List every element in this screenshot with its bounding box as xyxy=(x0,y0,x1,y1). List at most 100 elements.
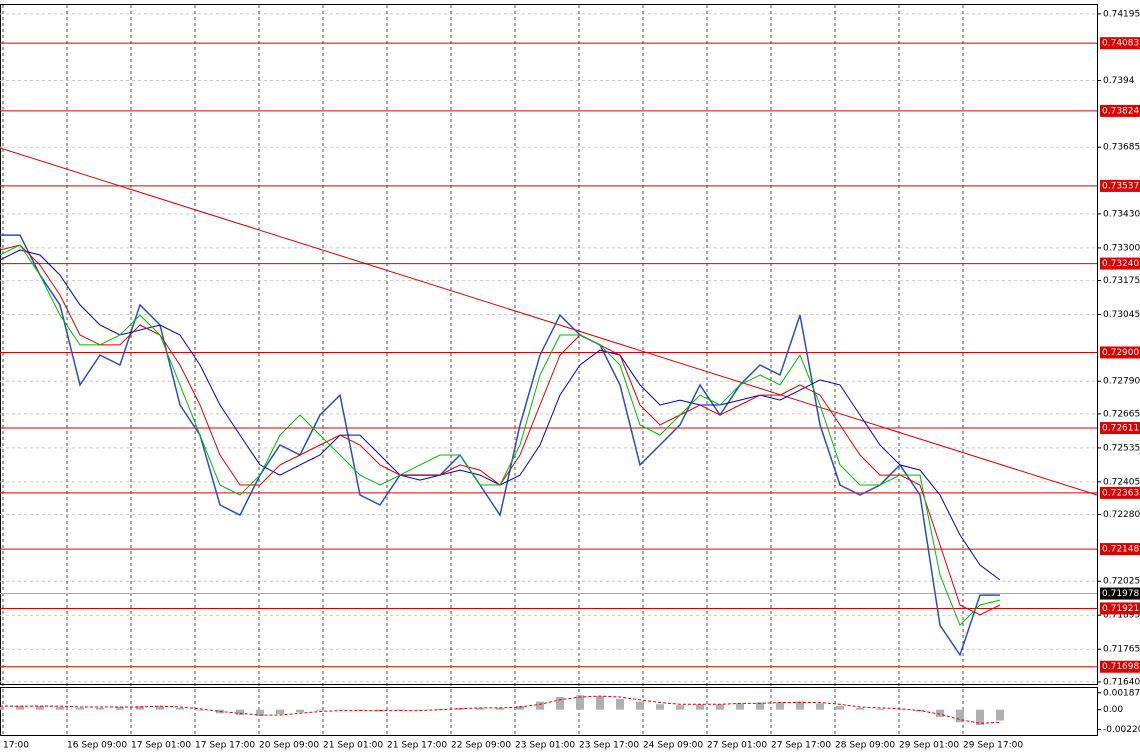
level-label-box xyxy=(1100,660,1140,673)
y-tick-label: -0.00220 xyxy=(1103,725,1140,735)
x-tick-label: 20 Sep 09:00 xyxy=(259,741,319,751)
level-label-box xyxy=(1100,104,1140,117)
level-label-box xyxy=(1100,422,1140,435)
oscillator-bar xyxy=(256,709,264,717)
oscillator-bar xyxy=(836,706,844,710)
oscillator-bar xyxy=(16,706,24,710)
level-label: 0.74083 xyxy=(1102,39,1139,49)
oscillator-bar xyxy=(236,709,244,716)
y-tick-label: 0.71895 xyxy=(1103,611,1140,621)
oscillator-bar xyxy=(176,707,184,710)
y-tick-label: 0.72665 xyxy=(1103,409,1140,419)
oscillator-bar xyxy=(156,706,164,710)
current-price-box xyxy=(1100,587,1140,600)
oscillator-bar xyxy=(776,702,784,710)
oscillator-bar xyxy=(596,696,604,710)
level-label-box xyxy=(1100,543,1140,556)
oscillator-bar xyxy=(996,709,1004,721)
level-label-box xyxy=(1100,37,1140,50)
oscillator-bar xyxy=(136,706,144,710)
level-label: 0.72148 xyxy=(1102,545,1139,555)
y-tick-label: 0.72280 xyxy=(1103,510,1140,520)
x-tick-label: 17 Sep 01:00 xyxy=(131,741,191,751)
oscillator-bar xyxy=(656,704,664,710)
y-tick-label: 0.74195 xyxy=(1103,9,1140,19)
oscillator-bar xyxy=(0,706,4,710)
y-tick-label: 0.73430 xyxy=(1103,209,1140,219)
x-tick-label: 29 Sep 01:00 xyxy=(899,741,959,751)
oscillator-bar xyxy=(896,709,904,711)
oscillator-bar xyxy=(296,709,304,713)
oscillator-bar xyxy=(616,698,624,710)
oscillator-bar xyxy=(336,709,344,711)
y-tick-label: 0.001873 xyxy=(1103,688,1140,698)
x-tick-label: 22 Sep 09:00 xyxy=(451,741,511,751)
signal-line xyxy=(0,695,1001,724)
y-tick-label: 0.7394 xyxy=(1103,76,1135,86)
level-label: 0.73824 xyxy=(1102,106,1139,116)
oscillator-bar xyxy=(736,703,744,710)
oscillator-bar xyxy=(556,697,564,710)
oscillator-bar xyxy=(676,705,684,710)
level-label: 0.71921 xyxy=(1102,604,1139,614)
oscillator-bar xyxy=(876,708,884,710)
oscillator-frame xyxy=(0,687,1098,736)
oscillator-bar xyxy=(76,707,84,710)
level-label-box xyxy=(1100,179,1140,192)
y-tick-label: 0.72025 xyxy=(1103,577,1140,587)
level-label: 0.72363 xyxy=(1102,488,1139,498)
x-tick-label: 27 Sep 01:00 xyxy=(707,741,767,751)
oscillator-bar xyxy=(516,706,524,710)
x-tick-label: 28 Sep 09:00 xyxy=(835,741,895,751)
oscillator-bar xyxy=(316,709,324,711)
oscillator-bar xyxy=(116,706,124,710)
oscillator-bar xyxy=(636,701,644,710)
x-tick-label: 21 Sep 17:00 xyxy=(387,741,447,751)
oscillator-bar xyxy=(816,703,824,710)
x-tick-label: 17:00 xyxy=(3,741,29,751)
x-tick-label: 23 Sep 17:00 xyxy=(579,741,639,751)
y-tick-label: 0.73300 xyxy=(1103,243,1140,253)
oscillator-bar xyxy=(976,709,984,726)
oscillator-bar xyxy=(476,707,484,710)
level-label: 0.72611 xyxy=(1102,424,1139,434)
y-tick-label: 0.73175 xyxy=(1103,276,1140,286)
y-tick-label: 0.72535 xyxy=(1103,443,1140,453)
level-label: 0.73240 xyxy=(1102,259,1139,269)
level-label-box xyxy=(1100,346,1140,359)
trendline xyxy=(0,147,1098,496)
main-frame xyxy=(0,4,1098,685)
x-tick-label: 29 Sep 17:00 xyxy=(963,741,1023,751)
current-price-label: 0.71978 xyxy=(1102,589,1139,599)
oscillator-bar xyxy=(496,707,504,710)
y-tick-label: 0.71765 xyxy=(1103,645,1140,655)
oscillator-bar xyxy=(56,706,64,710)
level-label: 0.73537 xyxy=(1102,181,1139,191)
x-tick-label: 21 Sep 01:00 xyxy=(323,741,383,751)
oscillator-bar xyxy=(36,706,44,710)
level-label-box xyxy=(1100,486,1140,499)
x-tick-label: 24 Sep 09:00 xyxy=(643,741,703,751)
y-tick-label: 0.71640 xyxy=(1103,677,1140,687)
y-tick-label: 0.73045 xyxy=(1103,310,1140,320)
x-tick-label: 23 Sep 01:00 xyxy=(515,741,575,751)
oscillator-bar xyxy=(416,709,424,711)
level-label-box xyxy=(1100,602,1140,615)
y-tick-label: 0.72405 xyxy=(1103,477,1140,487)
level-label-box xyxy=(1100,257,1140,270)
x-tick-label: 16 Sep 09:00 xyxy=(67,741,127,751)
oscillator-bar xyxy=(716,704,724,710)
oscillator-bar xyxy=(936,709,944,717)
y-tick-label: 0.73685 xyxy=(1103,143,1140,153)
oscillator-bar xyxy=(696,704,704,710)
y-tick-label: 0.00 xyxy=(1103,705,1123,715)
oscillator-bar xyxy=(796,701,804,710)
oscillator-bar xyxy=(276,709,284,715)
x-tick-label: 17 Sep 17:00 xyxy=(195,741,255,751)
moving-average xyxy=(0,244,1001,627)
level-label: 0.72900 xyxy=(1102,348,1139,358)
oscillator-bar xyxy=(576,695,584,710)
oscillator-bar xyxy=(956,709,964,723)
